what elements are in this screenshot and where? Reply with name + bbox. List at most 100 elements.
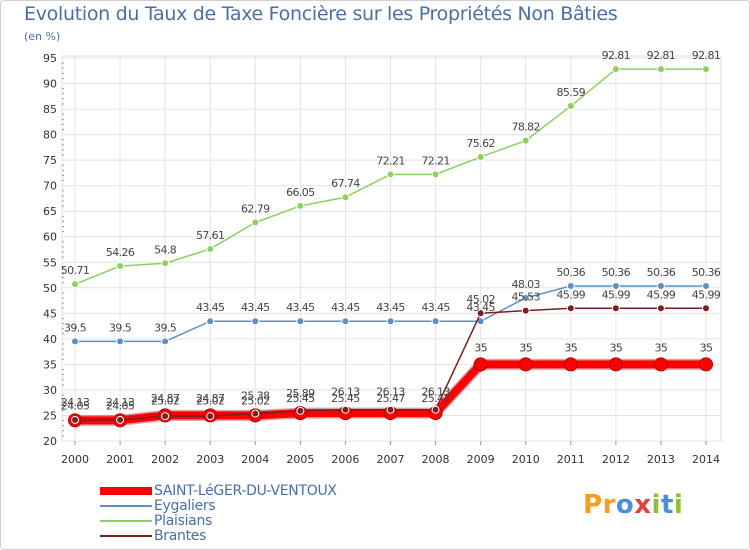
data-label: 43.45 — [241, 301, 270, 314]
data-label: 92.81 — [647, 49, 676, 62]
data-label: 54.26 — [106, 246, 135, 259]
data-label: 85.59 — [557, 86, 586, 99]
data-point — [161, 259, 170, 268]
logo-letter: i — [673, 490, 684, 520]
data-label: 25.47 — [421, 392, 450, 405]
data-point — [611, 304, 620, 313]
data-label: 72.21 — [376, 154, 405, 167]
data-label: 66.05 — [286, 186, 315, 199]
logo-letter: P — [583, 490, 603, 520]
y-tick-label: 40 — [43, 333, 57, 346]
data-point — [71, 337, 79, 346]
data-point — [251, 317, 260, 326]
legend-swatch-brantes — [100, 535, 152, 537]
y-tick-label: 20 — [43, 435, 57, 448]
data-label: 67.74 — [331, 177, 360, 190]
data-label: 39.5 — [154, 321, 177, 334]
data-point — [431, 170, 440, 179]
data-point — [206, 244, 215, 253]
data-point — [656, 281, 665, 290]
data-label: 57.61 — [196, 229, 225, 242]
data-point — [656, 65, 665, 74]
data-point — [521, 136, 530, 145]
data-label: 50.71 — [61, 264, 90, 277]
data-point — [161, 337, 170, 346]
y-tick-label: 55 — [43, 256, 57, 269]
data-label: 45.99 — [647, 288, 676, 301]
data-label: 26.13 — [421, 386, 450, 399]
legend-swatch-saint-leger — [100, 487, 152, 495]
data-label: 78.82 — [511, 121, 540, 134]
y-tick-label: 75 — [43, 154, 57, 167]
data-point — [341, 405, 350, 414]
data-point — [611, 65, 620, 74]
proxiti-logo: Proxiti — [583, 490, 683, 520]
data-point — [473, 357, 488, 372]
logo-letter: r — [602, 490, 616, 520]
data-label: 26.13 — [331, 386, 360, 399]
data-point — [116, 415, 125, 424]
data-point — [116, 262, 125, 271]
data-point — [431, 317, 440, 326]
data-point — [611, 281, 620, 290]
data-point — [702, 304, 710, 313]
data-point — [566, 102, 575, 111]
data-point — [161, 412, 170, 421]
data-point — [699, 357, 713, 372]
data-point — [206, 317, 215, 326]
y-tick-label: 35 — [43, 358, 57, 371]
data-point — [296, 317, 305, 326]
data-point — [386, 317, 395, 326]
data-point — [566, 304, 575, 313]
data-label: 43.45 — [196, 301, 225, 314]
data-label: 26.13 — [376, 386, 405, 399]
x-tick-label: 2014 — [692, 453, 720, 466]
chart-title: Evolution du Taux de Taxe Foncière sur l… — [24, 3, 618, 25]
data-label: 62.79 — [241, 202, 270, 215]
data-label: 39.5 — [109, 321, 132, 334]
logo-letter: i — [651, 490, 661, 520]
data-label: 43.45 — [421, 301, 450, 314]
y-tick-label: 25 — [43, 409, 57, 422]
data-point — [608, 357, 623, 372]
legend-swatch-eygaliers — [100, 505, 152, 507]
data-point — [251, 409, 260, 418]
data-label: 25.02 — [241, 394, 270, 407]
data-label: 43.45 — [466, 301, 495, 314]
y-tick-label: 45 — [43, 307, 57, 320]
legend-label-brantes: Brantes — [154, 528, 207, 544]
y-tick-label: 65 — [43, 205, 57, 218]
y-tick-label: 85 — [43, 103, 57, 116]
x-tick-label: 2009 — [467, 453, 495, 466]
data-point — [431, 405, 440, 414]
data-label: 35 — [655, 341, 668, 354]
data-point — [341, 193, 350, 202]
data-point — [702, 281, 710, 290]
y-tick-label: 90 — [43, 78, 57, 91]
data-label: 50.36 — [557, 266, 586, 279]
data-point — [653, 357, 668, 372]
data-label: 24.05 — [106, 399, 135, 412]
data-point — [566, 281, 575, 290]
data-point — [116, 337, 125, 346]
data-point — [563, 357, 578, 372]
y-tick-label: 60 — [43, 231, 57, 244]
data-label: 24.13 — [106, 396, 135, 409]
x-tick-label: 2011 — [557, 453, 585, 466]
x-tick-label: 2004 — [241, 453, 269, 466]
y-tick-label: 80 — [43, 129, 57, 142]
x-tick-label: 2005 — [286, 453, 314, 466]
data-label: 45.02 — [466, 293, 495, 306]
x-tick-label: 2000 — [61, 453, 89, 466]
data-point — [296, 201, 305, 210]
data-label: 25.45 — [286, 392, 315, 405]
data-label: 25.38 — [241, 390, 270, 403]
unit-label: (en %) — [24, 30, 61, 43]
data-point — [341, 317, 350, 326]
data-label: 48.03 — [511, 278, 540, 291]
data-point — [71, 280, 79, 289]
data-label: 75.62 — [466, 137, 495, 150]
data-point — [702, 65, 710, 74]
data-label: 54.8 — [154, 243, 177, 256]
data-label: 35 — [564, 341, 577, 354]
